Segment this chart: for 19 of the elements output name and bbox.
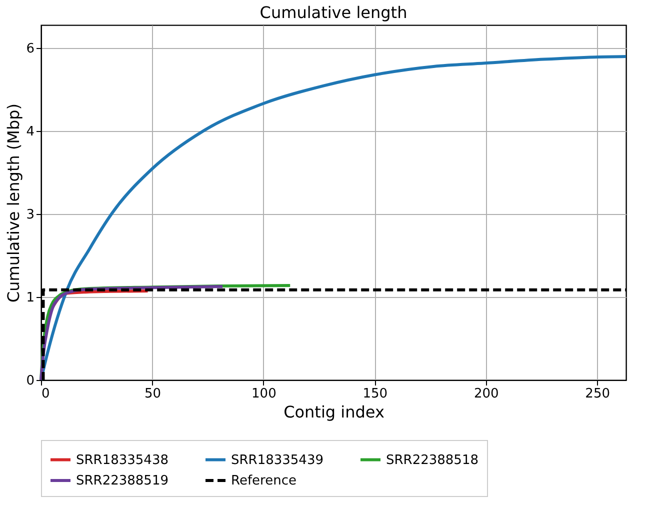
y-tick-label: 3 bbox=[26, 208, 34, 223]
x-tick-label: 200 bbox=[474, 386, 499, 402]
chart-title: Cumulative length bbox=[260, 3, 408, 22]
legend-label: Reference bbox=[231, 474, 296, 488]
x-tick-label: 250 bbox=[585, 386, 610, 402]
y-tick-label: 1 bbox=[26, 290, 34, 306]
legend-label: SRR18335439 bbox=[231, 452, 324, 468]
x-tick-label: 100 bbox=[252, 386, 276, 402]
legend-label: SRR18335438 bbox=[76, 452, 168, 468]
legend-label: SRR22388518 bbox=[386, 452, 478, 468]
y-tick-label: 4 bbox=[26, 124, 34, 140]
legend-label: SRR22388519 bbox=[76, 474, 168, 488]
y-tick-label: 6 bbox=[26, 42, 34, 57]
x-tick-label: 50 bbox=[144, 386, 161, 402]
x-tick-label: 150 bbox=[362, 386, 388, 402]
x-tick-label: 0 bbox=[42, 386, 50, 402]
y-tick-label: 0 bbox=[26, 374, 34, 388]
x-axis-title: Contig index bbox=[284, 402, 384, 422]
y-axis-title: Cumulative length (Mbp) bbox=[4, 103, 24, 303]
